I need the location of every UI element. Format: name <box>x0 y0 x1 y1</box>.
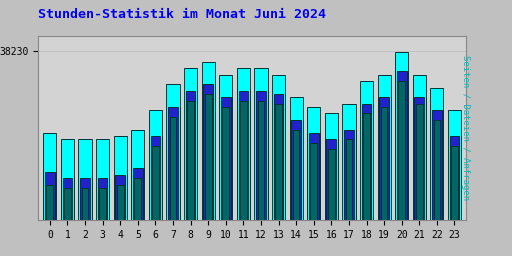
Bar <box>344 130 354 256</box>
Bar <box>381 107 388 256</box>
Bar <box>205 94 211 256</box>
Bar <box>361 104 371 256</box>
Bar <box>291 120 301 256</box>
Bar <box>62 178 72 256</box>
Bar <box>98 178 108 256</box>
Bar <box>219 75 232 256</box>
Bar <box>258 101 264 256</box>
Bar <box>168 107 178 256</box>
Bar <box>169 117 176 256</box>
Text: Stunden-Statistik im Monat Juni 2024: Stunden-Statistik im Monat Juni 2024 <box>38 8 327 21</box>
Bar <box>131 130 144 256</box>
Bar <box>149 110 162 256</box>
Bar <box>309 133 318 256</box>
Bar <box>43 133 56 256</box>
Bar <box>96 139 109 256</box>
Bar <box>451 146 458 256</box>
Bar <box>275 104 282 256</box>
Bar <box>64 188 71 256</box>
Bar <box>346 139 352 256</box>
Bar <box>152 146 159 256</box>
Bar <box>61 139 74 256</box>
Bar <box>397 71 407 256</box>
Bar <box>166 84 180 256</box>
Bar <box>184 68 197 256</box>
Bar <box>325 113 338 256</box>
Bar <box>360 81 373 256</box>
Bar <box>202 62 215 256</box>
Bar <box>328 149 335 256</box>
Bar <box>135 178 141 256</box>
Bar <box>151 136 160 256</box>
Bar <box>343 104 355 256</box>
Bar <box>237 68 250 256</box>
Bar <box>379 97 389 256</box>
Bar <box>221 97 230 256</box>
Bar <box>430 88 443 256</box>
Bar <box>363 113 370 256</box>
Bar <box>114 136 127 256</box>
Bar <box>117 185 123 256</box>
Bar <box>290 97 303 256</box>
Bar <box>187 101 194 256</box>
Bar <box>239 91 248 256</box>
Bar <box>47 185 53 256</box>
Bar <box>307 107 321 256</box>
Bar <box>450 136 459 256</box>
Bar <box>310 143 317 256</box>
Bar <box>99 188 106 256</box>
Bar <box>398 81 405 256</box>
Bar <box>45 172 55 256</box>
Bar <box>272 75 285 256</box>
Bar <box>133 168 143 256</box>
Bar <box>432 110 442 256</box>
Bar <box>186 91 196 256</box>
Bar <box>413 75 426 256</box>
Bar <box>82 188 89 256</box>
Bar <box>256 91 266 256</box>
Bar <box>414 97 424 256</box>
Bar <box>78 139 92 256</box>
Bar <box>203 84 213 256</box>
Bar <box>254 68 268 256</box>
Bar <box>222 107 229 256</box>
Bar <box>274 94 283 256</box>
Bar <box>80 178 90 256</box>
Bar <box>327 139 336 256</box>
Y-axis label: Seiten / Dateien / Anfragen: Seiten / Dateien / Anfragen <box>461 56 470 200</box>
Bar <box>416 104 422 256</box>
Bar <box>448 110 461 256</box>
Bar <box>293 130 300 256</box>
Bar <box>434 120 440 256</box>
Bar <box>395 52 408 256</box>
Bar <box>115 175 125 256</box>
Bar <box>240 101 247 256</box>
Bar <box>377 75 391 256</box>
